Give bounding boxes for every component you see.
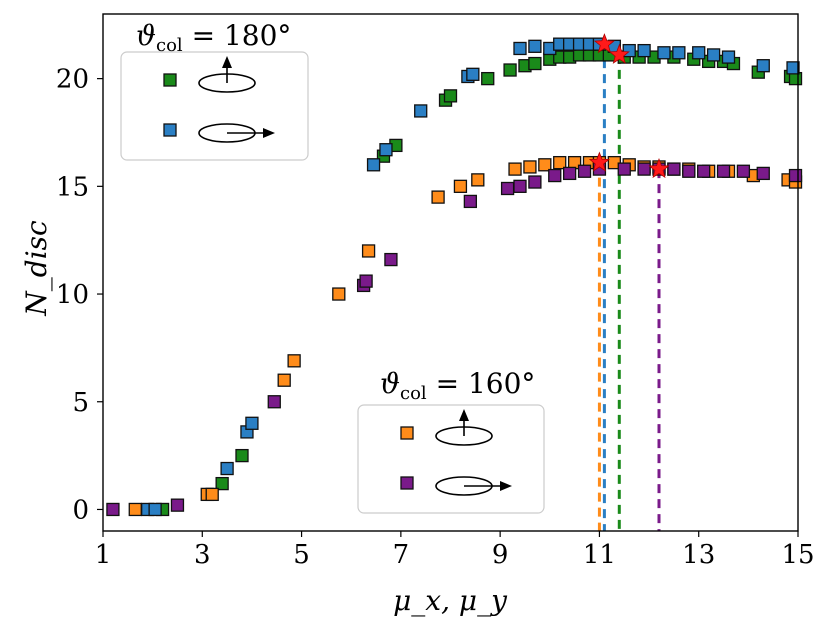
legend-title: ϑcol = 160°	[380, 367, 535, 404]
data-point	[503, 63, 517, 77]
data-point	[528, 56, 542, 71]
data-point	[553, 155, 567, 170]
legend-marker	[163, 73, 177, 87]
data-point	[692, 46, 706, 60]
data-point	[500, 181, 515, 196]
data-point	[267, 395, 281, 409]
legend-box	[357, 404, 545, 514]
data-point	[148, 502, 162, 517]
optimum-star	[593, 33, 615, 54]
data-point	[508, 162, 522, 176]
data-point	[481, 71, 495, 86]
legend-title-symbol: ϑ	[380, 367, 400, 400]
data-point	[637, 43, 651, 58]
horizontal-arrowhead-icon	[500, 481, 512, 491]
x-tick-label: 7	[393, 540, 410, 570]
data-point	[657, 46, 671, 60]
x-tick-label: 9	[492, 540, 509, 570]
data-point	[463, 194, 478, 209]
data-point	[471, 173, 485, 187]
data-point	[672, 46, 686, 60]
data-point	[721, 50, 736, 64]
x-axis-title: μ_x, μ_y	[393, 584, 508, 617]
data-point	[170, 498, 185, 512]
x-tick-label: 5	[293, 540, 310, 570]
data-point	[538, 158, 552, 172]
x-tick-label: 13	[682, 540, 715, 570]
data-point	[431, 190, 445, 204]
legend-title-subscript: col	[400, 383, 427, 404]
data-point	[786, 61, 800, 75]
data-point	[466, 67, 480, 81]
data-point	[384, 252, 398, 267]
legend-title-value: = 180°	[183, 19, 292, 52]
data-point	[667, 162, 681, 176]
x-tick-label: 15	[781, 540, 814, 570]
data-point	[577, 164, 592, 178]
data-point	[513, 41, 527, 56]
data-point	[548, 168, 562, 183]
data-point	[379, 143, 393, 157]
marks-layer	[106, 33, 803, 531]
data-point	[637, 162, 651, 176]
data-point	[523, 160, 537, 174]
data-point	[736, 164, 751, 178]
data-point	[205, 487, 219, 502]
data-point	[697, 164, 711, 178]
data-point	[245, 416, 259, 430]
data-point	[756, 166, 770, 181]
x-tick-label: 1	[95, 540, 112, 570]
data-point	[528, 39, 542, 53]
optimum-star	[588, 151, 610, 172]
data-point	[513, 179, 527, 193]
data-point	[562, 166, 577, 181]
data-point	[215, 476, 229, 491]
data-point	[287, 354, 301, 368]
data-point	[756, 59, 770, 73]
horizontal-arrowhead-icon	[263, 128, 275, 138]
data-point	[716, 164, 731, 178]
data-point	[332, 287, 346, 301]
optimum-star	[608, 43, 630, 64]
data-point	[235, 448, 249, 463]
data-point	[361, 244, 376, 258]
data-point	[443, 89, 458, 103]
x-tick-label: 3	[194, 540, 211, 570]
data-point	[617, 162, 631, 176]
x-tick-label: 11	[583, 540, 616, 570]
plot-frame	[102, 13, 799, 532]
data-point	[277, 373, 291, 387]
legend-marker	[400, 476, 414, 490]
legend-title-value: = 160°	[427, 367, 536, 400]
legend-marker	[400, 426, 414, 440]
data-point	[220, 461, 234, 476]
data-point	[682, 164, 696, 178]
data-point	[414, 104, 428, 118]
legend-title-symbol: ϑ	[136, 19, 156, 52]
y-tick-label: 5	[72, 388, 89, 418]
legend-title: ϑcol = 180°	[136, 19, 291, 56]
y-axis-title: N_disc	[20, 220, 53, 317]
y-tick-label: 0	[72, 495, 89, 525]
y-tick-label: 15	[56, 172, 89, 202]
vertical-arrowhead-icon	[459, 409, 469, 421]
data-point	[359, 274, 373, 288]
optimum-star	[648, 157, 670, 179]
legend-title-subscript: col	[156, 35, 183, 56]
data-point	[453, 179, 468, 193]
data-point	[528, 175, 542, 189]
legend-marker	[163, 123, 177, 137]
data-point	[128, 502, 142, 517]
legend-layer: ϑcol = 180°ϑcol = 160°	[120, 19, 545, 514]
y-tick-label: 20	[56, 65, 89, 95]
data-point	[706, 48, 721, 62]
data-point	[788, 168, 803, 183]
legend-box	[120, 51, 309, 161]
data-point	[366, 158, 381, 172]
data-point	[106, 502, 120, 517]
y-tick-label: 10	[56, 280, 89, 310]
vertical-arrowhead-icon	[222, 56, 232, 68]
